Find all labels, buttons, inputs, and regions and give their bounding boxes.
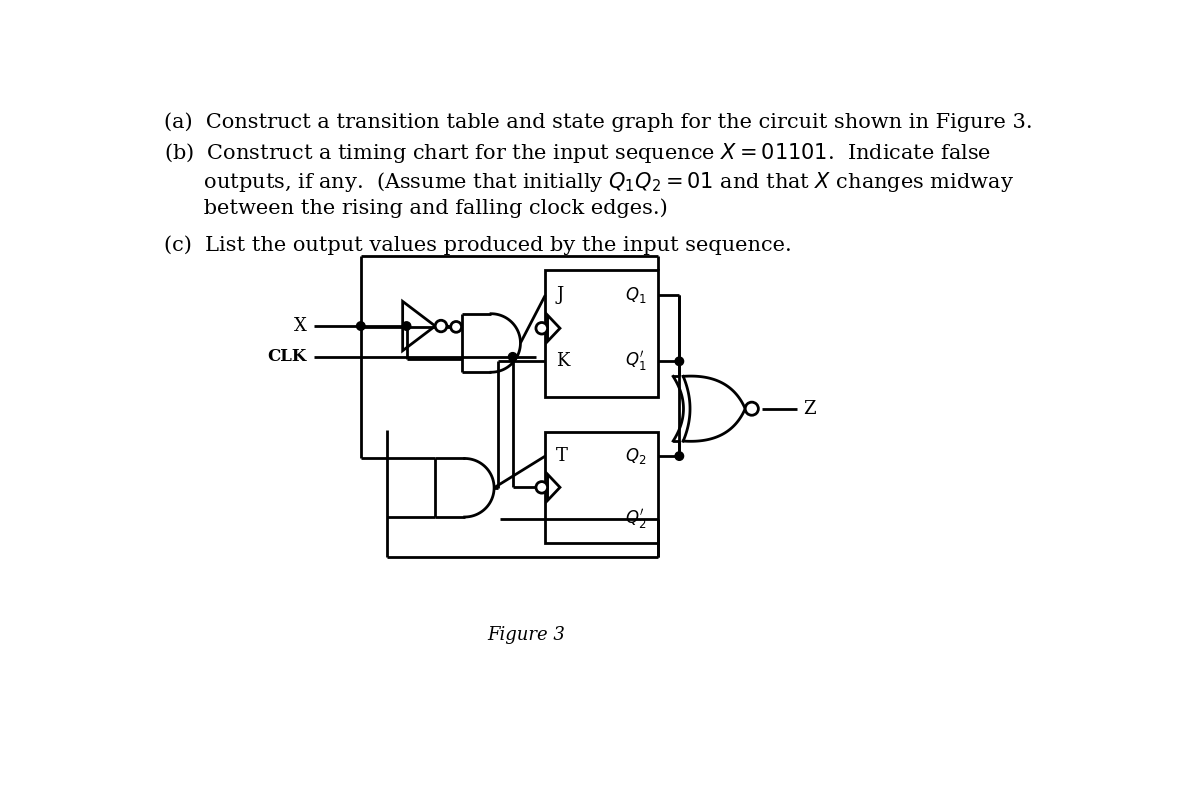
Text: $Q_2'$: $Q_2'$ — [625, 507, 647, 531]
Circle shape — [509, 352, 517, 361]
Circle shape — [536, 482, 547, 493]
Circle shape — [536, 322, 547, 334]
Text: (b)  Construct a timing chart for the input sequence $X = 01101$.  Indicate fals: (b) Construct a timing chart for the inp… — [164, 141, 991, 166]
Text: Z: Z — [803, 400, 816, 417]
Circle shape — [676, 452, 684, 460]
Circle shape — [451, 322, 462, 333]
Text: Figure 3: Figure 3 — [487, 626, 565, 645]
Circle shape — [745, 402, 758, 415]
Text: K: K — [556, 352, 570, 371]
Text: (a)  Construct a transition table and state graph for the circuit shown in Figur: (a) Construct a transition table and sta… — [164, 112, 1032, 131]
Circle shape — [402, 322, 410, 330]
Circle shape — [676, 357, 684, 366]
Text: $Q_2$: $Q_2$ — [625, 446, 647, 466]
Text: $Q_1'$: $Q_1'$ — [625, 349, 647, 373]
Text: $Q_1$: $Q_1$ — [625, 285, 647, 305]
Text: T: T — [556, 447, 568, 465]
Bar — [545, 270, 658, 397]
Text: J: J — [556, 286, 563, 304]
Bar — [545, 432, 658, 543]
Text: CLK: CLK — [268, 348, 306, 365]
Text: between the rising and falling clock edges.): between the rising and falling clock edg… — [164, 198, 667, 218]
Text: outputs, if any.  (Assume that initially $Q_1Q_2 = 01$ and that $X$ changes midw: outputs, if any. (Assume that initially … — [164, 169, 1014, 194]
Text: (c)  List the output values produced by the input sequence.: (c) List the output values produced by t… — [164, 235, 792, 255]
Circle shape — [436, 320, 446, 332]
Text: X: X — [294, 317, 306, 335]
Circle shape — [356, 322, 365, 330]
